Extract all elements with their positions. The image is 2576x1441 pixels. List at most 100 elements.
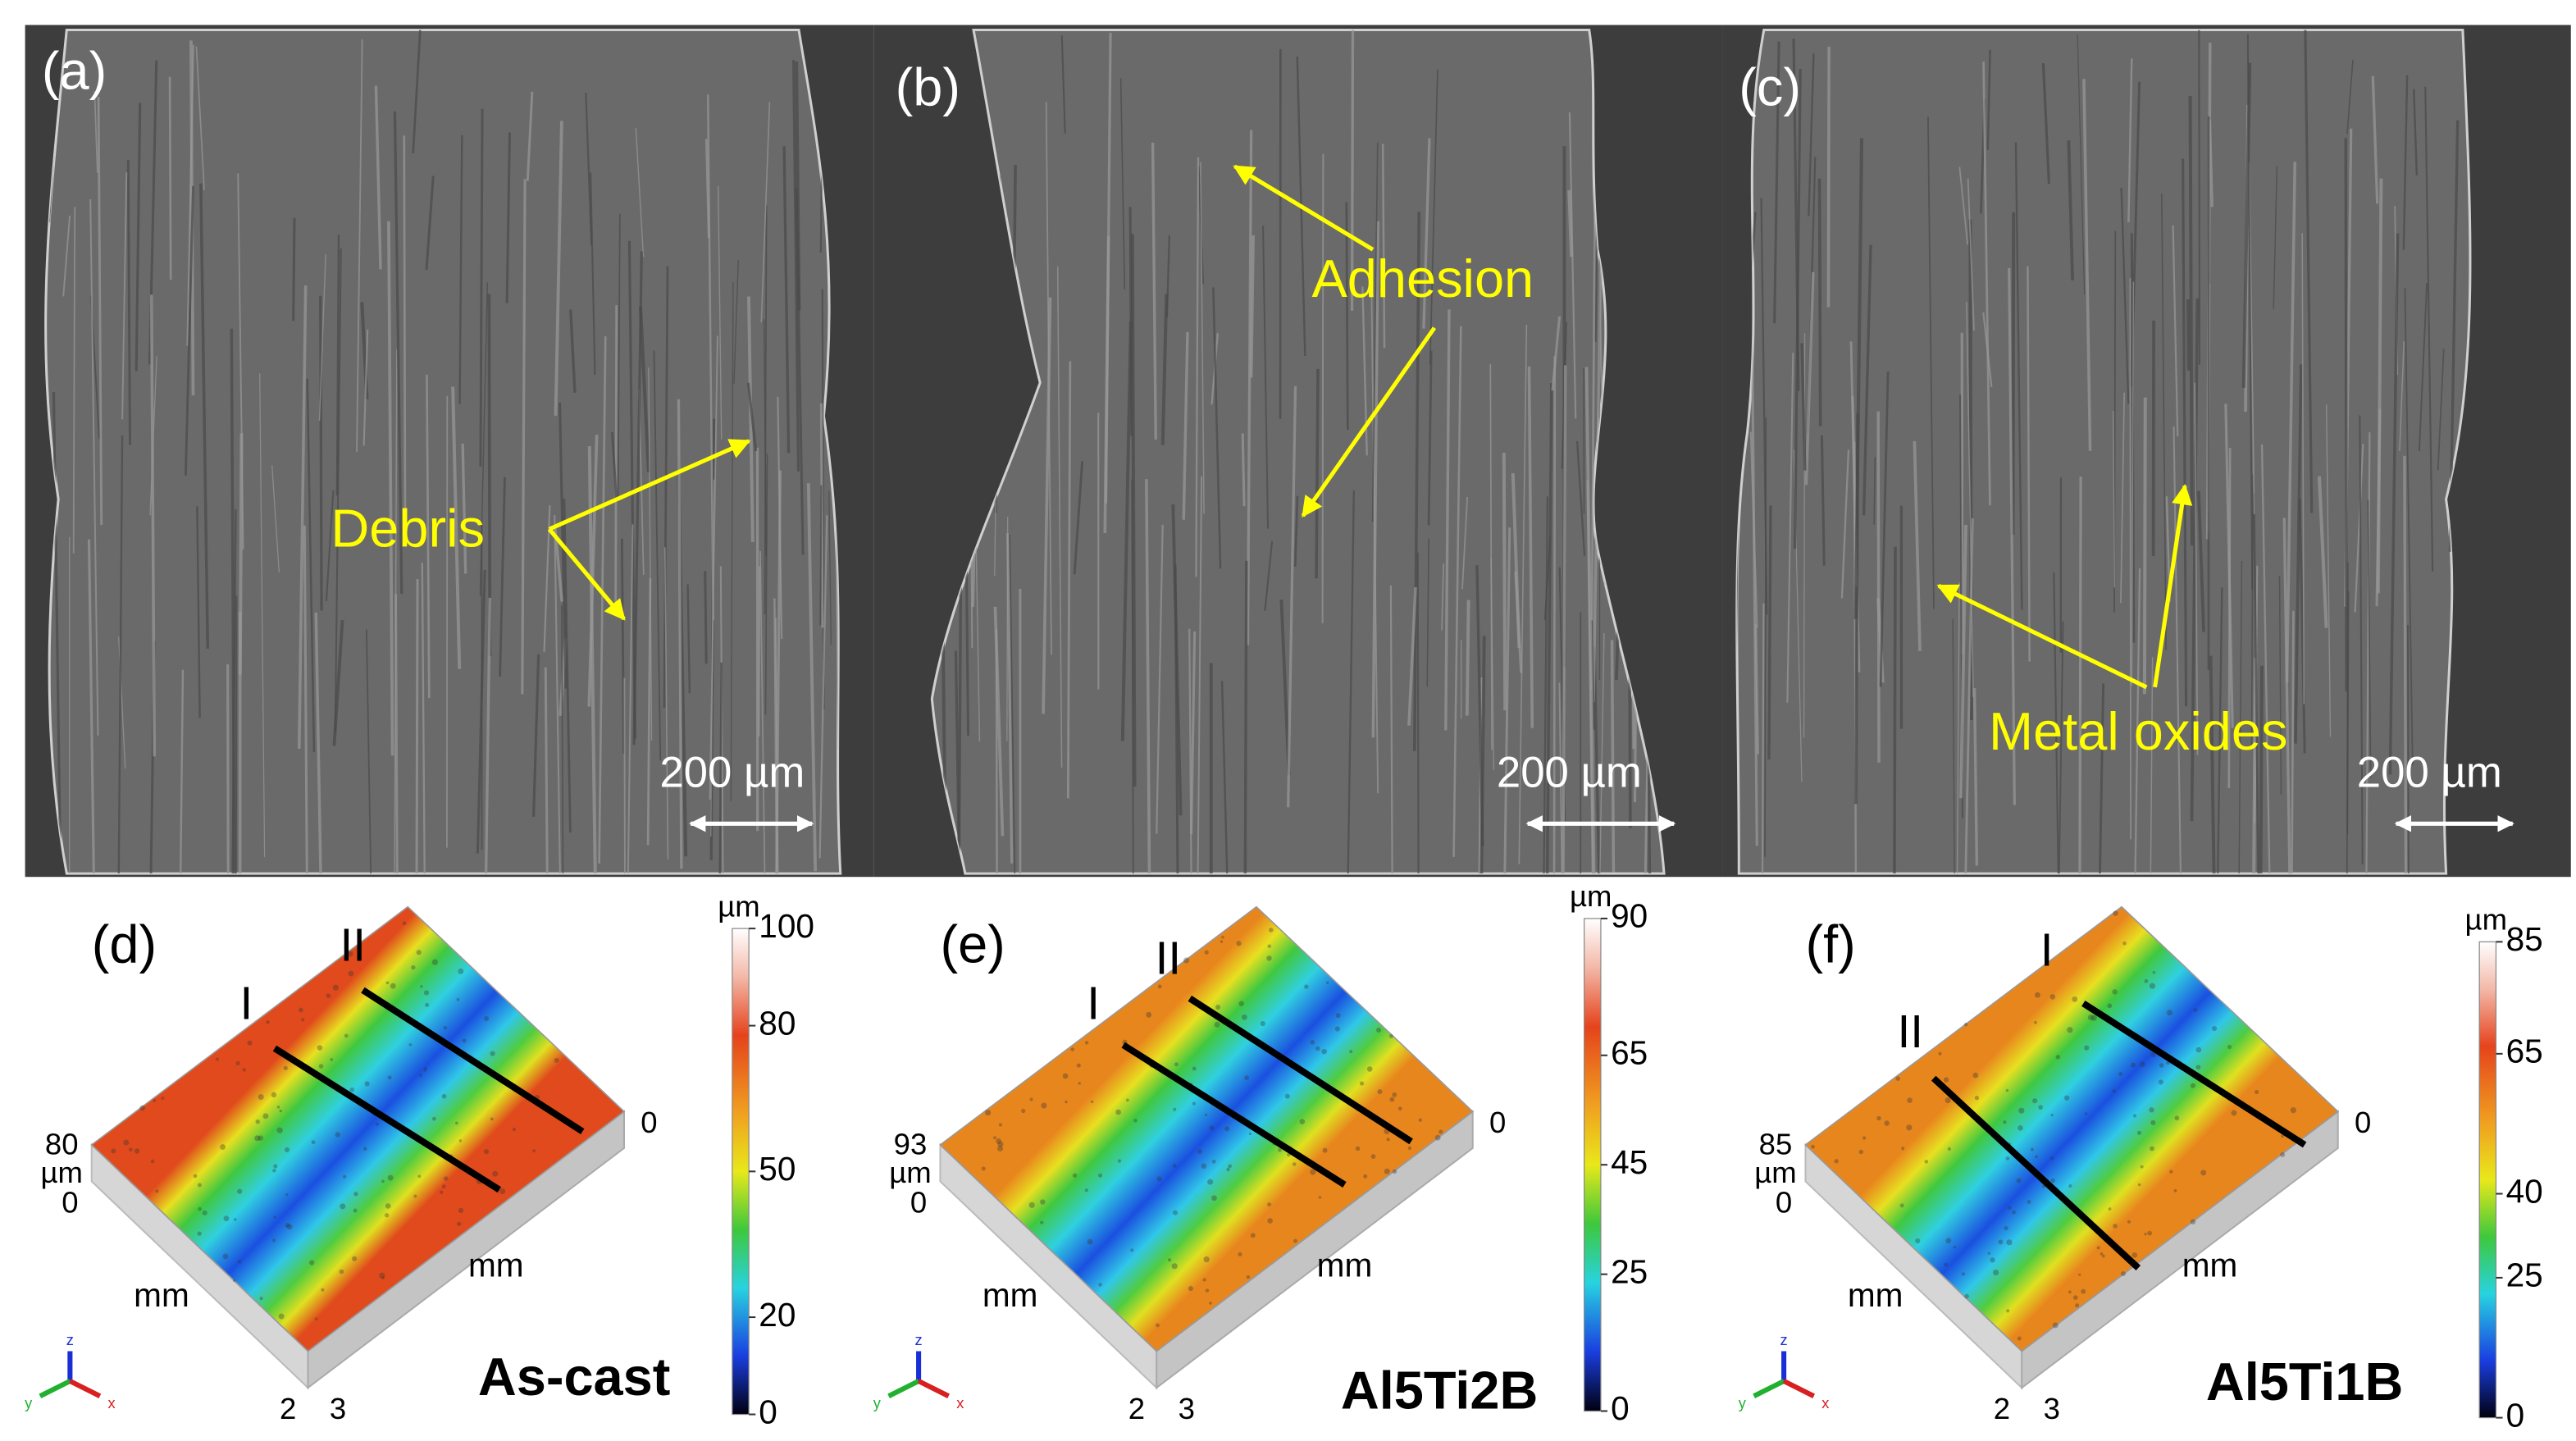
speckle [2113,1224,2118,1229]
streak [1060,35,1066,134]
streak [828,490,832,645]
streak [2325,404,2332,737]
speckle [1146,1011,1152,1018]
annotation: Adhesion [1312,249,1534,308]
speckle [197,1183,202,1188]
streak [1073,461,1084,575]
streak [199,183,210,649]
speckle [1207,1179,1214,1185]
speckle [198,1206,202,1211]
streak [617,213,621,499]
streak [1958,166,1969,245]
streak [425,176,435,271]
streak [1511,472,1521,649]
speckle [2195,1047,2202,1053]
streak [2208,120,2214,207]
speckle [1811,1144,1815,1149]
streak [1551,316,1562,391]
speckle [1858,1149,1864,1155]
streak [1764,417,1767,857]
speckle [1171,1263,1178,1270]
speckle [1040,1199,1046,1205]
speckle [413,1194,417,1198]
streak [563,498,572,833]
streak [1212,287,1222,569]
streak [1422,138,1431,329]
speckle [1267,944,1272,948]
streak [259,373,266,857]
speckle [1321,1048,1327,1055]
section-line [272,1045,501,1193]
streak [1145,479,1152,874]
speckle [1947,1147,1951,1151]
speckle [2049,994,2056,1000]
speckle [258,1093,264,1101]
streak [2236,560,2243,874]
streak [1567,189,1574,258]
streak [2008,267,2016,805]
speckle [381,1179,385,1183]
annotation: Metal oxides [1989,701,2287,761]
speckle [273,1215,276,1219]
speckle [1133,1118,1138,1123]
streak [479,108,484,467]
streak [648,367,653,741]
speckle [2004,1225,2008,1231]
section-label: II [1156,933,1182,985]
speckle [2150,1120,2156,1125]
triad-label: z [915,1331,923,1348]
streak [1972,688,1979,866]
speckle [1220,940,1224,943]
speckle [255,1119,260,1124]
speckle [1963,1022,1968,1027]
speckle [348,970,354,977]
speckle [279,1109,282,1113]
scale-bar-label: 200 µm [659,748,805,796]
speckle [1418,1118,1422,1122]
speckle [2055,1055,2061,1060]
streak [2376,178,2383,594]
speckle [2144,978,2149,983]
speckle [2118,1072,2123,1076]
speckle [2137,1183,2141,1187]
streak [1120,321,1133,741]
streak [1287,385,1297,808]
speckle [1087,1238,1093,1245]
streak [2213,587,2223,874]
streak [230,328,236,874]
streak [598,336,607,864]
speckle [1292,1162,1297,1166]
speckle [484,1015,490,1022]
right-unit: mm [2182,1247,2238,1284]
speckle [362,1147,367,1151]
speckle [2096,1246,2100,1250]
streak [1590,126,1597,691]
streak [2260,444,2271,874]
streak [1892,546,1897,874]
speckle [532,1149,536,1153]
streak [1927,116,1935,609]
speckle [343,1174,347,1179]
corner-tick: 3 [2044,1392,2060,1425]
streak [1956,582,1960,874]
speckle [344,1033,349,1038]
speckle [554,1057,559,1063]
speckle [271,1092,277,1098]
streak [1279,600,1291,776]
surface [1804,905,2339,1352]
sem-image: (b) 200 µm Adhesion [873,25,1723,878]
streak [1761,603,1765,874]
speckle [1355,1146,1361,1151]
speckle [2173,1188,2177,1192]
triad-label: y [25,1394,33,1411]
speckle [234,1218,237,1221]
speckle [1228,1164,1232,1169]
colorbar-tick-label: 100 [759,907,814,945]
streak [2227,447,2232,788]
streak [2273,166,2278,309]
streak [458,135,463,404]
speckle [387,1174,394,1181]
speckle [1040,1220,1044,1224]
colorbar-tick-label: 85 [2506,920,2543,958]
